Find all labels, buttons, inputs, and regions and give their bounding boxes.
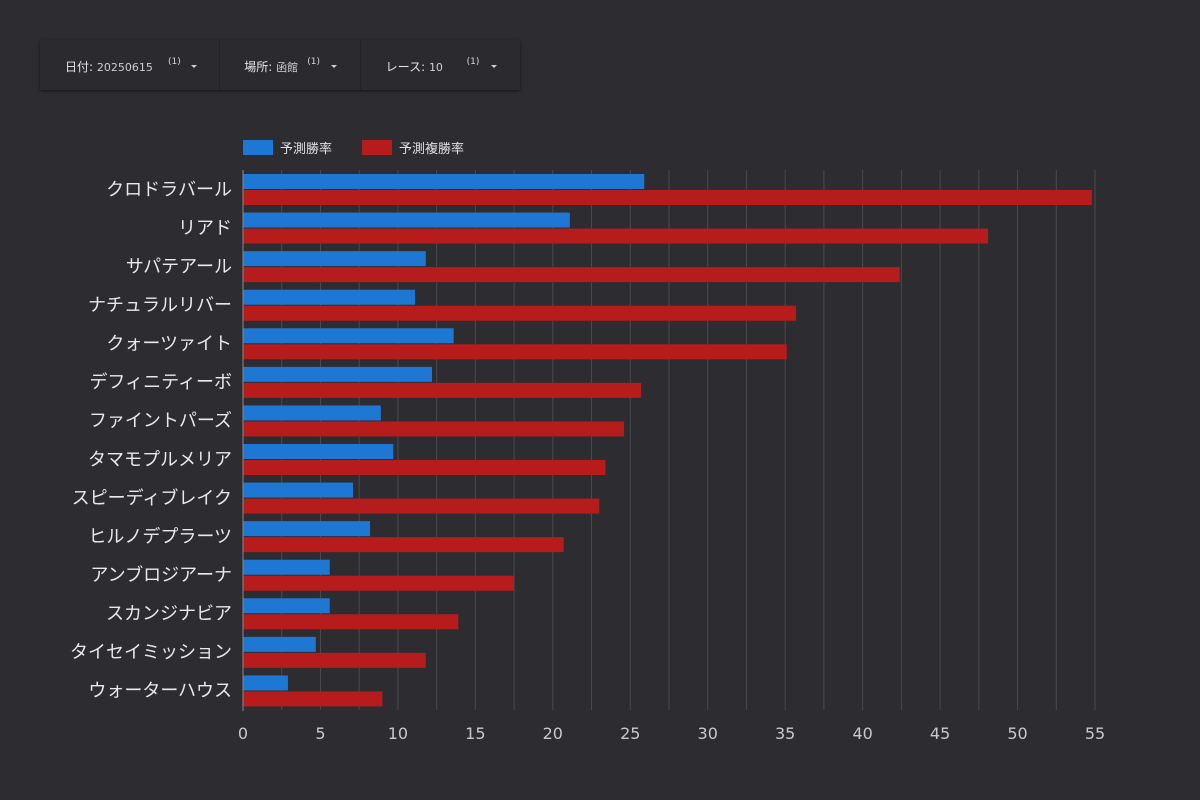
bar-win-rate — [243, 174, 645, 189]
legend-label: 予測複勝率 — [399, 141, 464, 157]
category-label: クロドラバール — [106, 179, 232, 200]
x-tick-label: 0 — [238, 724, 248, 743]
bar-place-rate — [243, 267, 900, 283]
filter-race-value: 10 — [428, 61, 443, 74]
category-label: スカンジナビア — [106, 604, 232, 625]
chevron-down-icon[interactable] — [191, 65, 197, 68]
x-tick-label: 10 — [388, 724, 408, 743]
x-tick-label: 15 — [465, 724, 485, 743]
filter-venue-count: (1) — [307, 57, 320, 67]
bar-win-rate — [243, 212, 570, 228]
bar-win-rate — [243, 559, 330, 575]
x-tick-label: 40 — [852, 724, 872, 743]
filter-venue-label: 場所: 函館 — [244, 60, 299, 74]
category-label: リアド — [178, 218, 232, 239]
x-tick-label: 50 — [1007, 724, 1027, 743]
x-tick-label: 45 — [930, 724, 950, 743]
bar-place-rate — [243, 537, 564, 553]
filter-bar: 日付: 20250615 (1) 場所: 函館 (1) レース: 10 (1) — [40, 40, 520, 90]
bar-place-rate — [243, 498, 600, 514]
category-label: ナチュラルリバー — [88, 295, 232, 316]
category-label: ファイントパーズ — [89, 411, 232, 432]
filter-race[interactable]: レース: 10 (1) — [361, 40, 520, 90]
legend-swatch — [243, 140, 273, 155]
filter-venue[interactable]: 場所: 函館 (1) — [220, 40, 361, 90]
category-label: デフィニティーボ — [89, 372, 232, 393]
bar-place-rate — [243, 460, 606, 475]
x-tick-label: 20 — [543, 724, 563, 743]
bar-win-rate — [243, 598, 330, 614]
x-tick-label: 55 — [1085, 724, 1105, 743]
category-label: ウォーターハウス — [88, 681, 232, 702]
bars — [243, 174, 1092, 707]
bar-place-rate — [243, 421, 625, 437]
filter-race-label: レース: 10 — [385, 60, 443, 74]
bar-win-rate — [243, 405, 381, 421]
filter-date-count: (1) — [168, 57, 181, 67]
filter-race-count: (1) — [466, 57, 480, 67]
chevron-down-icon[interactable] — [490, 65, 497, 68]
bar-place-rate — [243, 190, 1092, 205]
bar-place-rate — [243, 652, 426, 668]
x-tick-label: 5 — [315, 724, 325, 743]
bar-place-rate — [243, 305, 797, 321]
bar-win-rate — [243, 289, 415, 305]
bar-win-rate — [243, 482, 353, 498]
bar-win-rate — [243, 328, 454, 344]
category-label: サパテアール — [126, 256, 232, 277]
filter-date[interactable]: 日付: 20250615 (1) — [40, 40, 221, 90]
bar-win-rate — [243, 251, 426, 267]
bar-place-rate — [243, 228, 989, 244]
filter-date-label: 日付: 20250615 — [65, 60, 153, 74]
category-label: スピーディブレイク — [72, 487, 232, 509]
x-tick-label: 25 — [620, 724, 640, 743]
category-label: アンブロジアーナ — [90, 564, 232, 586]
category-label: ヒルノデプラーツ — [88, 526, 232, 547]
bar-win-rate — [243, 521, 371, 537]
category-label: タイセイミッション — [70, 642, 232, 663]
bar-win-rate — [243, 444, 394, 459]
bar-win-rate — [243, 366, 432, 382]
bar-place-rate — [243, 382, 642, 398]
bar-place-rate — [243, 344, 787, 360]
legend-swatch — [362, 140, 392, 155]
filter-date-value: 20250615 — [96, 61, 153, 74]
chevron-down-icon[interactable] — [331, 65, 338, 68]
x-tick-label: 35 — [775, 724, 795, 743]
bar-place-rate — [243, 575, 515, 591]
bar-win-rate — [243, 675, 288, 691]
x-tick-label: 30 — [698, 724, 718, 743]
bar-place-rate — [243, 614, 459, 630]
category-label: クォーツァイト — [106, 334, 232, 355]
legend-label: 予測勝率 — [280, 141, 332, 157]
filter-venue-value: 函館 — [276, 61, 299, 74]
bar-place-rate — [243, 691, 383, 707]
category-label: タマモプルメリア — [88, 449, 232, 470]
bar-win-rate — [243, 636, 316, 652]
